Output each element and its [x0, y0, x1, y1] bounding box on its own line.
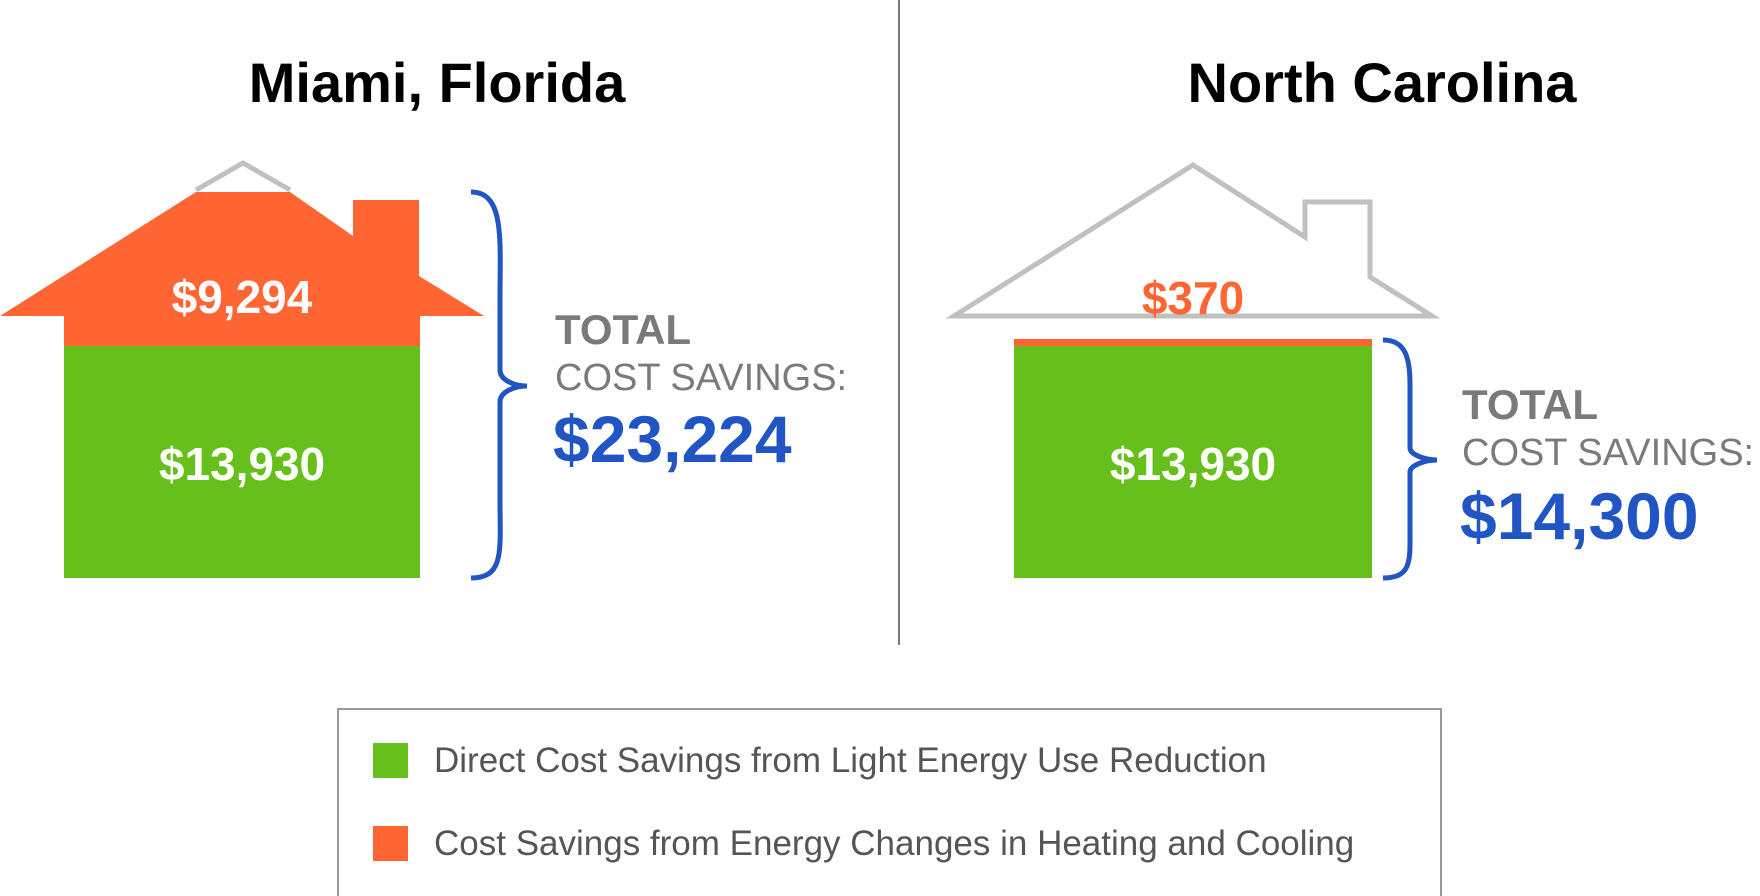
legend-label-light-energy: Direct Cost Savings from Light Energy Us…: [434, 741, 1267, 780]
house-outline-north-carolina: [945, 162, 1441, 319]
total-label-north-carolina: TOTAL: [1462, 381, 1598, 428]
panel-miami: Miami, Florida $9,294 $13,930 TOTAL COST…: [0, 51, 847, 581]
total-brace-miami: [470, 189, 528, 581]
data-label-light-energy-north-carolina: $13,930: [1110, 438, 1276, 490]
total-brace-north-carolina: [1382, 337, 1438, 581]
panel-title-north-carolina: North Carolina: [1188, 51, 1578, 114]
bar-light-energy-miami: [64, 346, 420, 578]
legend: Direct Cost Savings from Light Energy Us…: [337, 708, 1442, 896]
data-label-heating-cooling-north-carolina: $370: [1142, 272, 1244, 324]
data-label-heating-cooling-miami: $9,294: [172, 271, 313, 323]
legend-swatch-light-energy: [373, 743, 408, 778]
panel-north-carolina: North Carolina $370 $13,930 TOTAL COST S…: [945, 51, 1754, 581]
legend-box: [337, 708, 1442, 896]
total-value-north-carolina: $14,300: [1460, 479, 1699, 553]
legend-swatch-heating-cooling: [373, 826, 408, 861]
total-value-miami: $23,224: [553, 402, 792, 476]
legend-label-heating-cooling: Cost Savings from Energy Changes in Heat…: [434, 824, 1354, 863]
house-outline-miami: [194, 160, 292, 193]
data-label-light-energy-miami: $13,930: [159, 438, 325, 490]
total-sublabel-north-carolina: COST SAVINGS:: [1462, 432, 1754, 474]
bar-heating-cooling-miami: [0, 192, 484, 346]
total-label-miami: TOTAL: [555, 306, 691, 353]
panel-title-miami: Miami, Florida: [249, 51, 626, 114]
total-sublabel-miami: COST SAVINGS:: [555, 357, 847, 399]
bar-heating-cooling-north-carolina: [1014, 339, 1372, 346]
bar-light-energy-north-carolina: [1014, 346, 1372, 578]
